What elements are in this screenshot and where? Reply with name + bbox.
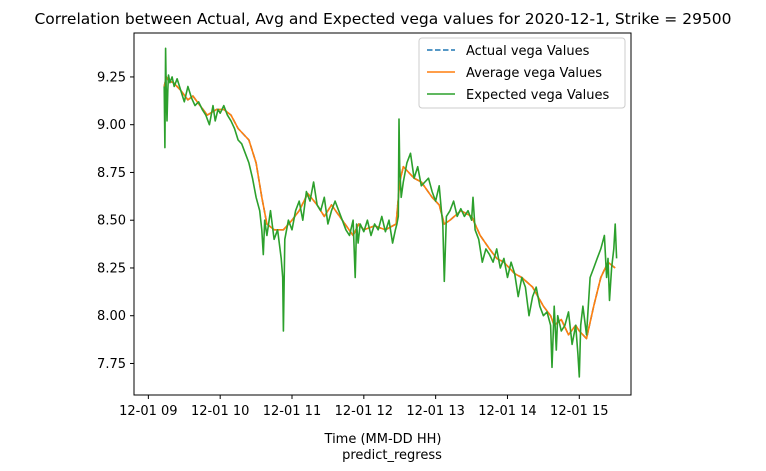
- y-tick-label: 7.75: [97, 357, 126, 372]
- x-tick-label: 12-01 11: [263, 404, 321, 419]
- legend: Actual vega Values Average vega Values E…: [418, 37, 626, 109]
- x-tick-label: 12-01 09: [119, 404, 177, 419]
- x-tick-label: 12-01 14: [478, 404, 536, 419]
- series-line-2: [163, 47, 618, 378]
- x-tick-label: 12-01 13: [406, 404, 464, 419]
- legend-label-expected: Expected vega Values: [466, 88, 610, 103]
- plot-area-frame: [133, 32, 632, 396]
- x-axis-sublabel: predict_regress: [342, 448, 442, 463]
- y-axis: 7.75 8.00 8.25 8.50 8.75 9.00 9.25: [97, 70, 134, 372]
- x-tick-label: 12-01 12: [335, 404, 393, 419]
- x-tick-label: 12-01 15: [550, 404, 608, 419]
- x-tick-label: 12-01 10: [191, 404, 249, 419]
- series-layer: [163, 47, 618, 378]
- y-tick-label: 8.00: [97, 309, 126, 324]
- x-axis-label: Time (MM-DD HH): [324, 432, 442, 447]
- y-tick-label: 9.25: [97, 70, 126, 85]
- legend-label-actual: Actual vega Values: [466, 44, 590, 59]
- y-tick-label: 8.50: [97, 214, 126, 229]
- legend-label-average: Average vega Values: [466, 66, 602, 81]
- legend-box: [418, 37, 626, 109]
- x-axis: 12-01 09 12-01 10 12-01 11 12-01 12 12-01 13…: [119, 395, 609, 419]
- y-tick-label: 8.25: [97, 261, 126, 276]
- y-tick-label: 8.75: [97, 166, 126, 181]
- y-tick-label: 9.00: [97, 118, 126, 133]
- chart-title: Correlation between Actual, Avg and Expe…: [34, 10, 731, 28]
